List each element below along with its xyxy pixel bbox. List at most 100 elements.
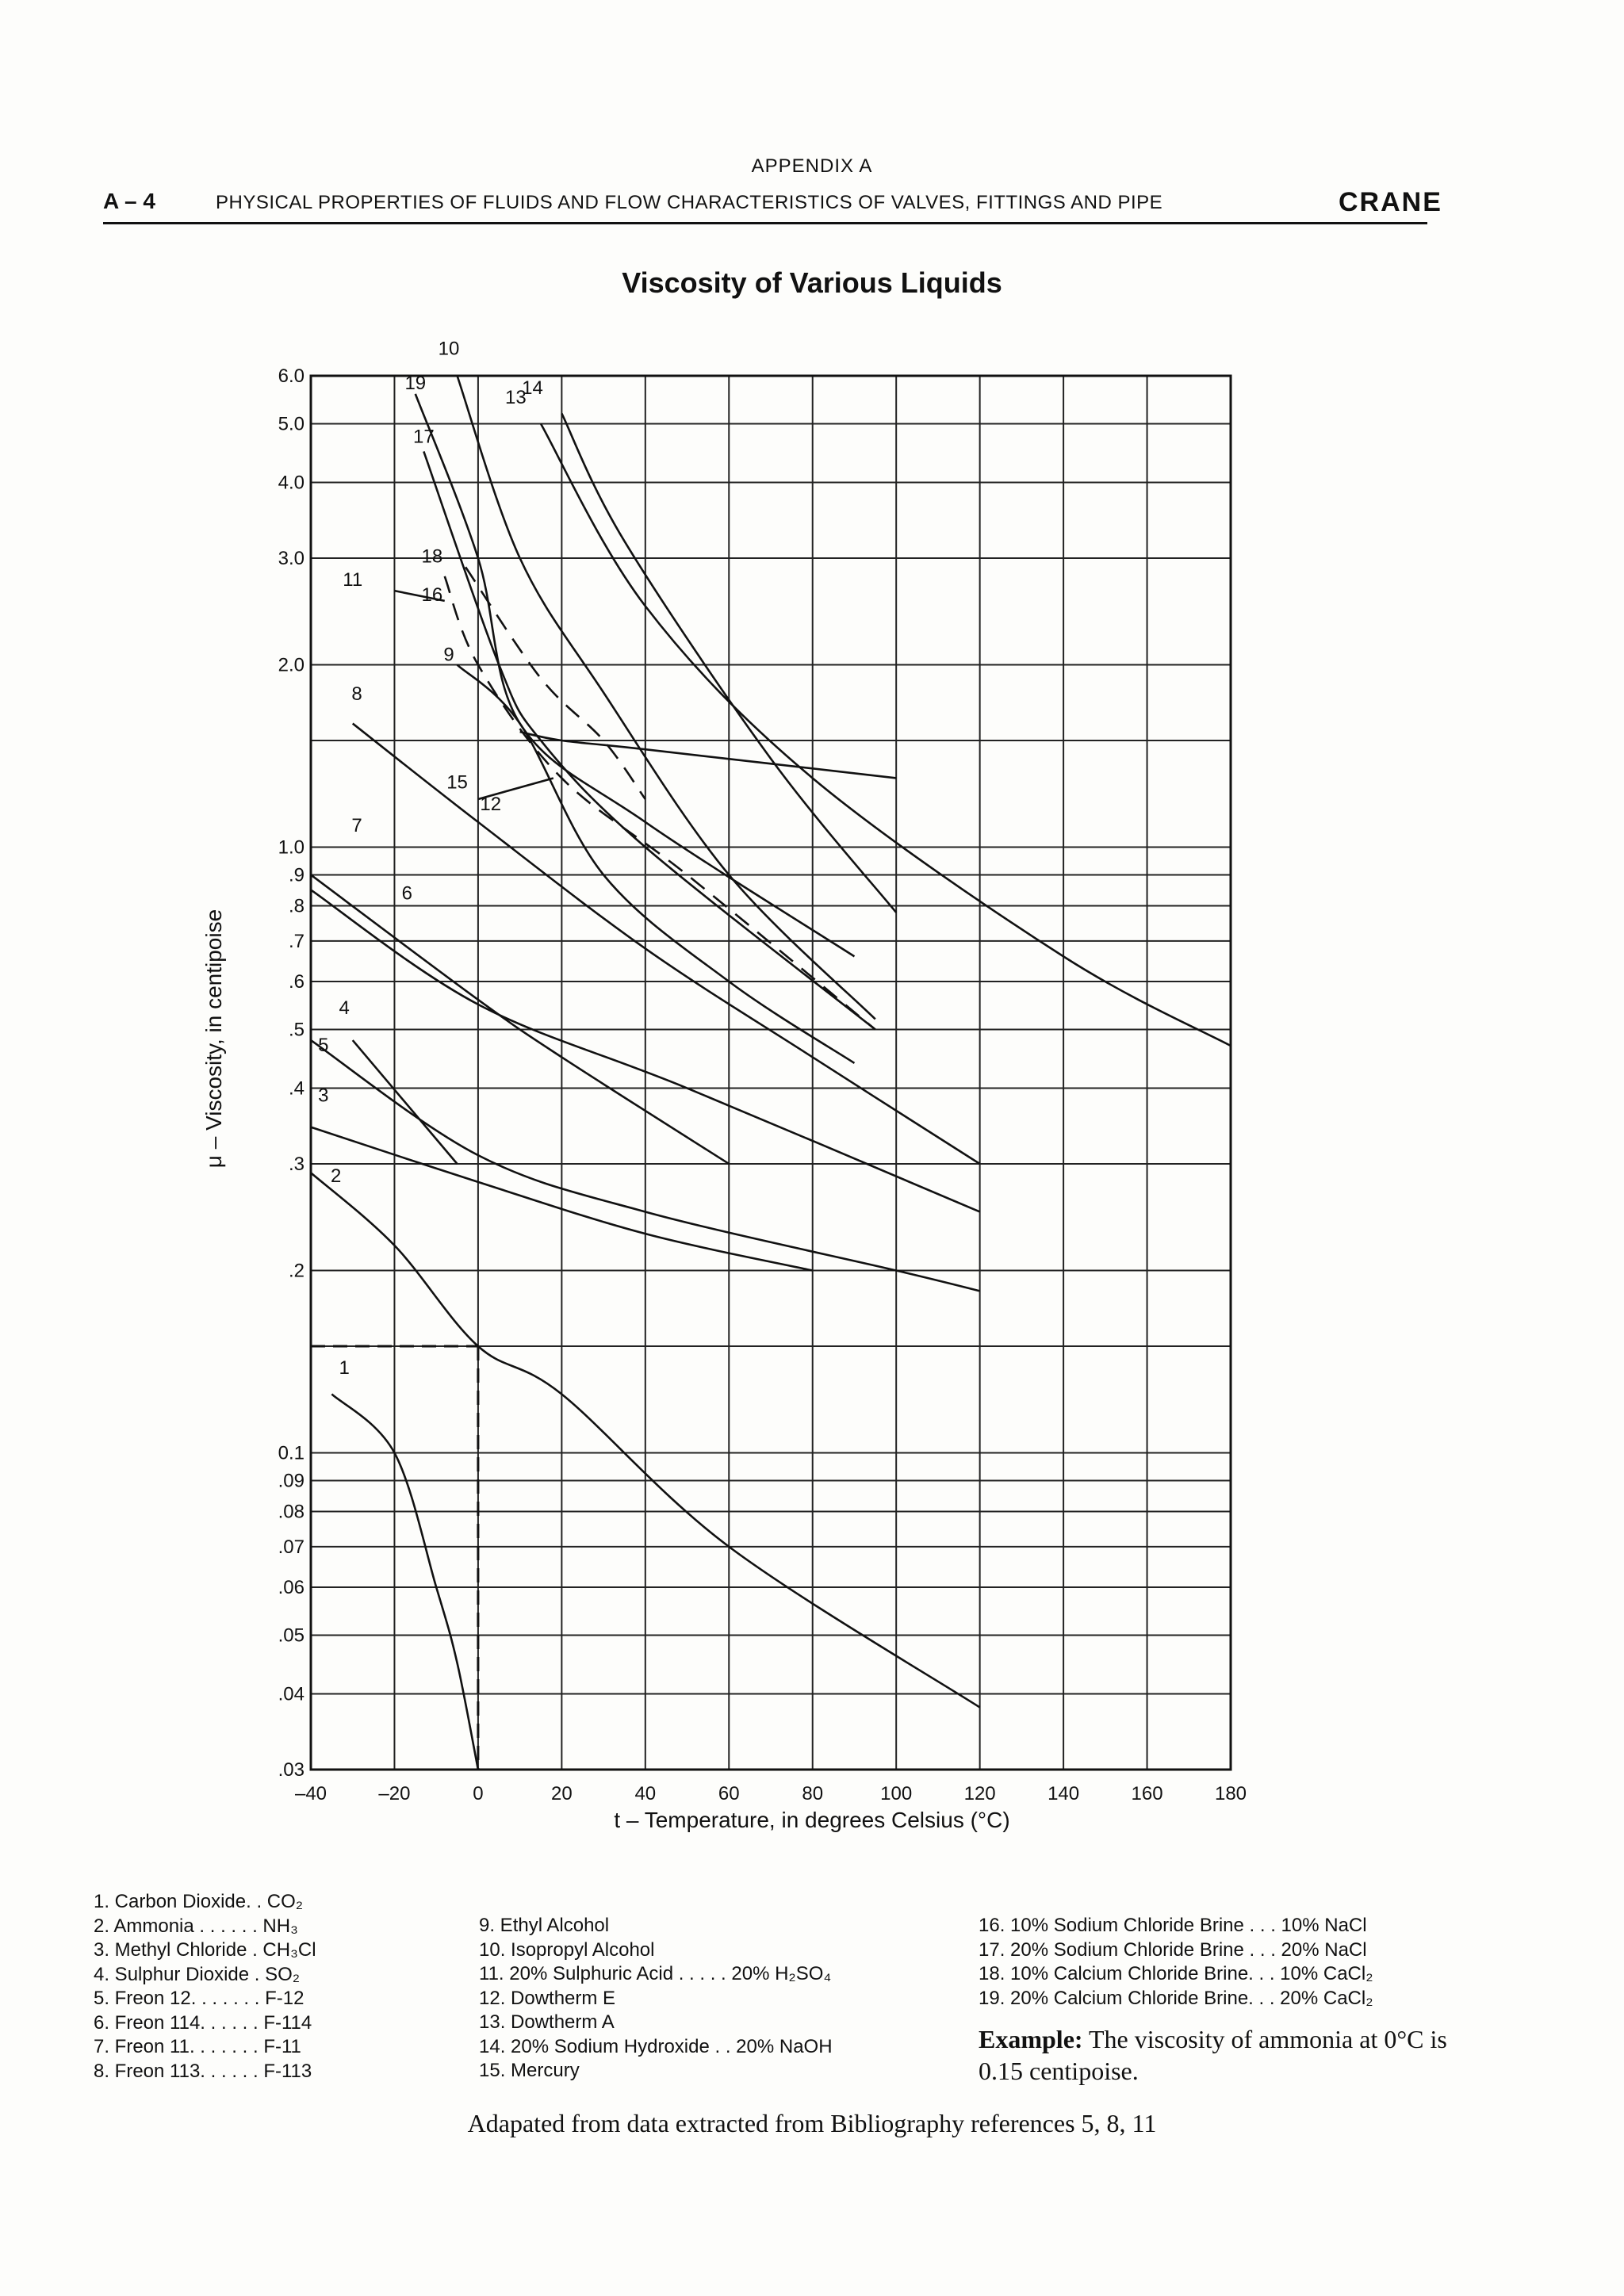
series-line-1 — [331, 1393, 480, 1770]
series-line-4 — [351, 1039, 458, 1165]
y-tick-label: 6.0 — [278, 365, 304, 387]
series-line-10 — [456, 375, 876, 1020]
curve-label-4: 4 — [339, 997, 350, 1019]
y-tick-label: 0.1 — [278, 1443, 304, 1464]
example-text: The viscosity of ammonia at 0°C is 0.15 … — [979, 2025, 1447, 2085]
legend-item: 14. 20% Sodium Hydroxide . . 20% NaOH — [479, 2035, 833, 2057]
curve-label-15: 15 — [446, 771, 468, 793]
x-tick-label: 60 — [718, 1783, 740, 1804]
series-line-17 — [423, 451, 876, 1031]
legend-item: 2. Ammonia . . . . . . NH₃ — [94, 1915, 298, 1937]
x-tick-label: 100 — [880, 1783, 912, 1804]
x-tick-label: 140 — [1048, 1783, 1079, 1804]
y-tick-label: 2.0 — [278, 655, 304, 676]
legend-item: 3. Methyl Chloride . CH₃Cl — [94, 1939, 316, 1961]
y-tick-label: .9 — [289, 864, 304, 886]
y-tick-label: .8 — [289, 896, 304, 917]
series-line-6 — [310, 889, 981, 1213]
legend-item: 4. Sulphur Dioxide . SO₂ — [94, 1963, 301, 1985]
series-line-14 — [561, 412, 898, 913]
curve-label-17: 17 — [413, 427, 435, 448]
legend-item: 11. 20% Sulphuric Acid . . . . . 20% H₂S… — [479, 1963, 832, 1984]
series-line-7 — [310, 874, 730, 1165]
y-tick-label: 1.0 — [278, 837, 304, 859]
legend-item: 8. Freon 113. . . . . . F-113 — [94, 2060, 312, 2082]
brand-name: CRANE — [1339, 187, 1442, 217]
example-note: Example: The viscosity of ammonia at 0°C… — [979, 2023, 1454, 2087]
curve-label-14: 14 — [522, 377, 543, 399]
page-number: A – 4 — [103, 189, 155, 213]
curve-label-16: 16 — [422, 584, 443, 606]
legend-column-1: 1. Carbon Dioxide. . CO₂ 2. Ammonia . . … — [94, 1890, 316, 2084]
legend-item: 17. 20% Sodium Chloride Brine . . . 20% … — [979, 1938, 1367, 1961]
legend-item: 18. 10% Calcium Chloride Brine. . . 10% … — [979, 1963, 1373, 1984]
series-line-18 — [465, 566, 646, 800]
legend-item: 19. 20% Calcium Chloride Brine. . . 20% … — [979, 1987, 1373, 2009]
y-tick-label: 5.0 — [278, 413, 304, 434]
x-tick-label: 20 — [551, 1783, 573, 1804]
y-tick-label: .5 — [289, 1020, 304, 1041]
curve-label-7: 7 — [351, 815, 362, 836]
curve-label-13: 13 — [505, 387, 527, 408]
curve-label-3: 3 — [318, 1085, 328, 1107]
series-line-2 — [310, 1172, 981, 1709]
x-tick-label: 0 — [473, 1783, 483, 1804]
series-line-12 — [477, 777, 554, 801]
series-line-8 — [351, 722, 981, 1165]
curve-label-6: 6 — [402, 882, 412, 904]
curve-label-9: 9 — [443, 645, 454, 666]
legend-item: 5. Freon 12. . . . . . . F-12 — [94, 1988, 304, 2009]
y-tick-label: .2 — [289, 1261, 304, 1282]
series-line-13 — [539, 423, 1231, 1047]
x-tick-label: 120 — [964, 1783, 996, 1804]
y-tick-label: .09 — [278, 1470, 304, 1491]
appendix-label: APPENDIX A — [751, 155, 873, 177]
y-tick-label: .07 — [278, 1536, 304, 1558]
x-axis-label: t – Temperature, in degrees Celsius (°C) — [614, 1808, 1010, 1832]
curve-label-8: 8 — [351, 683, 362, 705]
curve-label-2: 2 — [331, 1165, 341, 1187]
curve-label-11: 11 — [343, 569, 362, 591]
series-line-19 — [414, 393, 856, 958]
y-axis-label: μ – Viscosity, in centipoise — [201, 909, 226, 1169]
y-tick-label: .05 — [278, 1625, 304, 1647]
header-rule — [103, 222, 1427, 224]
y-tick-label: .4 — [289, 1078, 304, 1100]
x-tick-label: 160 — [1132, 1783, 1163, 1804]
y-tick-label: .7 — [289, 931, 304, 952]
y-tick-label: 4.0 — [278, 473, 304, 494]
y-tick-label: .08 — [278, 1502, 304, 1523]
curve-label-1: 1 — [339, 1357, 350, 1379]
legend-item: 10. Isopropyl Alcohol — [479, 1938, 655, 1961]
legend-column-3: 16. 10% Sodium Chloride Brine . . . 10% … — [979, 1914, 1373, 2011]
legend-item: 15. Mercury — [479, 2060, 580, 2081]
legend-item: 12. Dowtherm E — [479, 1987, 616, 2009]
footnote: Adapated from data extracted from Biblio… — [467, 2109, 1157, 2137]
legend-item: 1. Carbon Dioxide. . CO₂ — [94, 1891, 304, 1912]
y-tick-label: .06 — [278, 1577, 304, 1598]
legend-column-2: 9. Ethyl Alcohol 10. Isopropyl Alcohol 1… — [479, 1914, 833, 2084]
legend-item: 16. 10% Sodium Chloride Brine . . . 10% … — [979, 1915, 1367, 1936]
series-line-9 — [456, 664, 856, 1065]
x-tick-label: 80 — [802, 1783, 823, 1804]
curve-label-12: 12 — [480, 794, 501, 815]
series-line-11 — [394, 589, 445, 603]
series-line-16 — [443, 576, 876, 1031]
series-line-5 — [310, 1039, 980, 1292]
x-tick-label: 40 — [634, 1783, 656, 1804]
example-label: Example: — [979, 2025, 1083, 2053]
curve-label-10: 10 — [439, 338, 460, 359]
legend-item: 13. Dowtherm A — [479, 2011, 615, 2033]
legend-item: 7. Freon 11. . . . . . . F-11 — [94, 2036, 301, 2057]
curve-label-19: 19 — [404, 373, 426, 394]
series-line-3 — [310, 1126, 814, 1272]
curve-label-5: 5 — [318, 1035, 328, 1056]
y-tick-label: .04 — [278, 1684, 304, 1705]
plot-frame — [309, 374, 1232, 1771]
series-line-15 — [519, 730, 897, 779]
y-tick-label: .6 — [289, 971, 304, 993]
chart-title: Viscosity of Various Liquids — [622, 266, 1002, 299]
header-title: PHYSICAL PROPERTIES OF FLUIDS AND FLOW C… — [216, 192, 1163, 213]
y-tick-label: .03 — [278, 1759, 304, 1781]
